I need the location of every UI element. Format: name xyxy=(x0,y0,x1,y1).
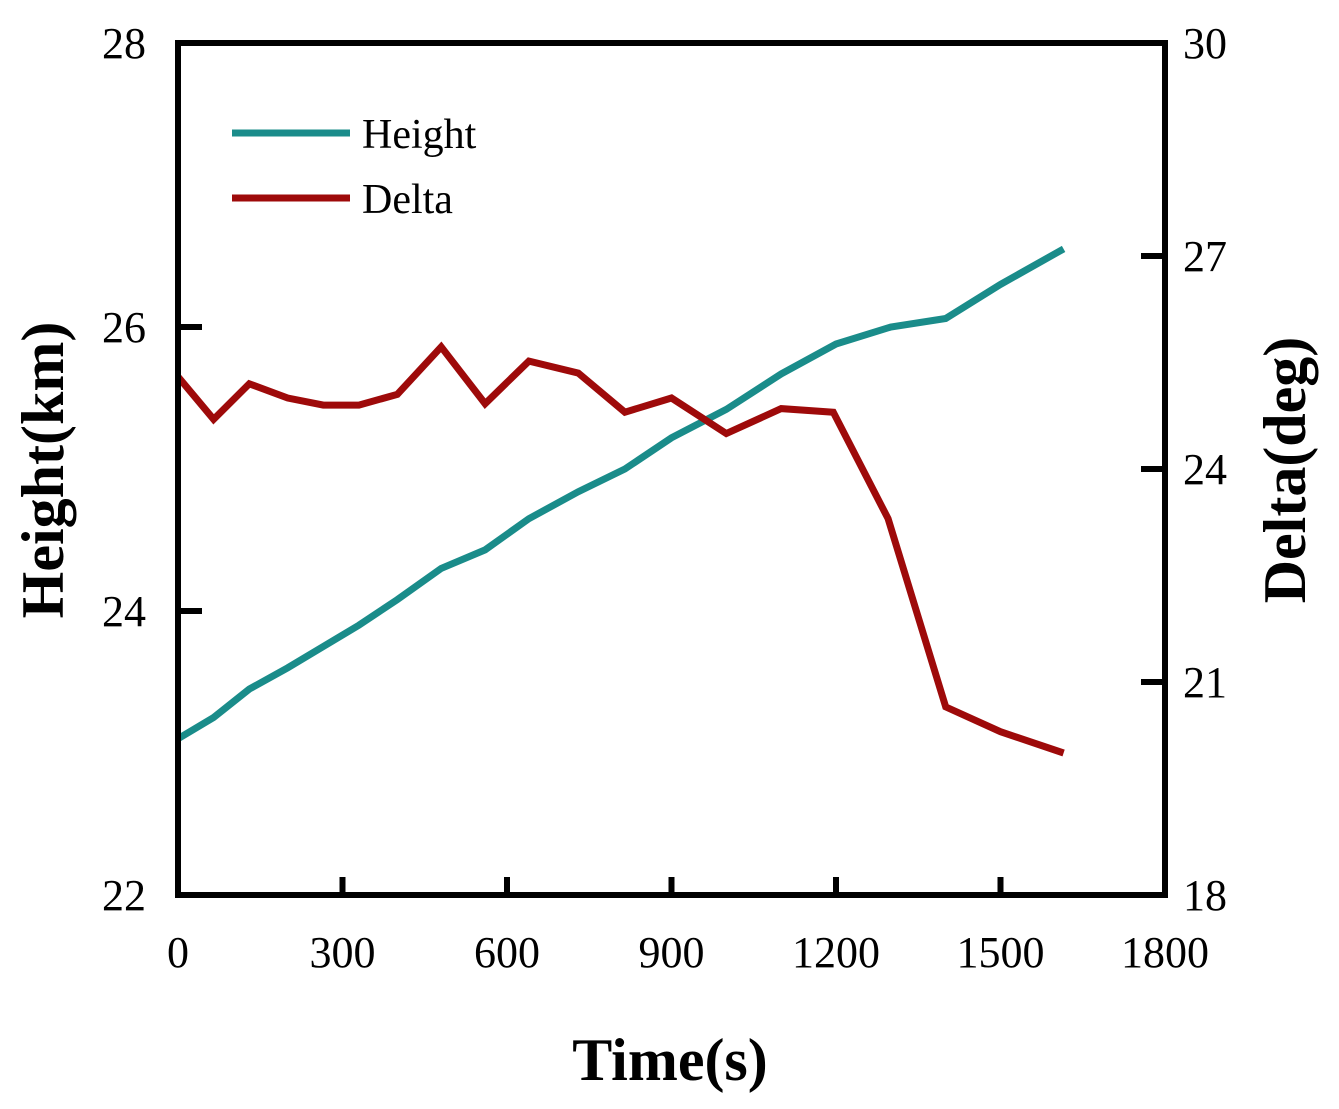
y-right-tick-label-27: 27 xyxy=(1183,232,1227,281)
y-right-tick-label-21: 21 xyxy=(1183,658,1227,707)
y-left-tick-label-28: 28 xyxy=(102,19,146,68)
plot-frame-layer xyxy=(175,40,1168,898)
legend-label-delta: Delta xyxy=(362,177,453,223)
tick-labels-layer: 0 300 600 900 1200 1500 1800 22 24 26 28 18 21 24 27 30 xyxy=(102,19,1227,977)
legend: Height Delta xyxy=(232,112,477,223)
x-tick-label-0: 0 xyxy=(167,928,189,977)
x-axis-title: Time(s) xyxy=(572,1027,768,1093)
y-left-tick-label-24: 24 xyxy=(102,587,146,636)
series-line-height xyxy=(176,245,1066,742)
y-axis-left-title: Height(km) xyxy=(10,322,76,619)
x-tick-label-900: 900 xyxy=(639,928,705,977)
y-axis-right-title: Delta(deg) xyxy=(1252,337,1318,604)
x-tick-label-1500: 1500 xyxy=(957,928,1045,977)
series-line-delta xyxy=(175,341,1065,757)
legend-label-height: Height xyxy=(362,112,477,158)
ticks-layer xyxy=(178,253,1165,895)
x-tick-label-300: 300 xyxy=(310,928,376,977)
y-left-tick-label-22: 22 xyxy=(102,871,146,920)
x-tick-label-1200: 1200 xyxy=(792,928,880,977)
y-left-tick-label-26: 26 xyxy=(102,303,146,352)
x-tick-label-600: 600 xyxy=(474,928,540,977)
plot-frame xyxy=(175,40,1168,898)
x-tick-label-1800: 1800 xyxy=(1121,928,1209,977)
y-right-tick-label-24: 24 xyxy=(1183,445,1227,494)
series-layer xyxy=(175,245,1066,757)
y-right-tick-label-30: 30 xyxy=(1183,19,1227,68)
y-right-tick-label-18: 18 xyxy=(1183,871,1227,920)
